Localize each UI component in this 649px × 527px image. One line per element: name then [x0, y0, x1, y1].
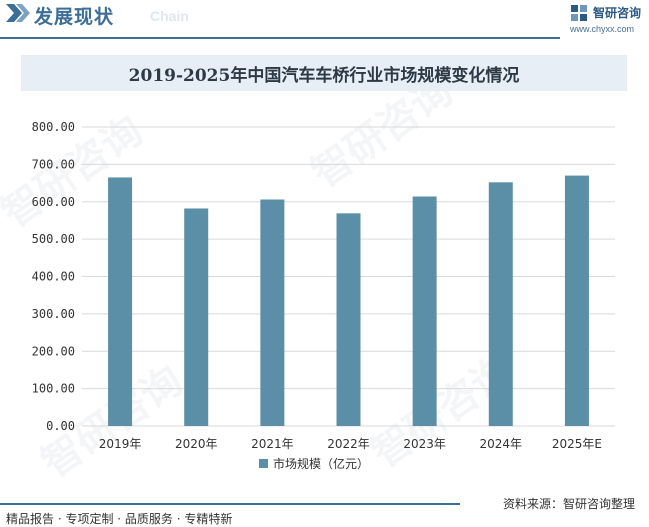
y-tick-label: 200.00 — [32, 344, 75, 358]
legend-label: 市场规模（亿元） — [273, 456, 369, 471]
bar — [184, 208, 209, 426]
y-tick-label: 300.00 — [32, 307, 75, 321]
chart-title-band: 2019-2025年中国汽车车桥行业市场规模变化情况 — [21, 55, 627, 91]
header-divider — [0, 37, 560, 39]
bar — [564, 175, 589, 426]
section-subtitle: Chain — [150, 8, 189, 24]
chart-title: 2019-2025年中国汽车车桥行业市场规模变化情况 — [128, 65, 520, 86]
x-tick-label: 2021年 — [251, 437, 294, 451]
bar — [336, 213, 361, 426]
y-tick-label: 800.00 — [32, 120, 75, 134]
header-bar: 发展现状 Chain 智研咨询 www.chyxx.com — [0, 0, 649, 40]
section-title: 发展现状 — [34, 6, 115, 28]
bar — [260, 199, 285, 426]
brand-name: 智研咨询 — [593, 6, 642, 20]
y-tick-label: 500.00 — [32, 232, 75, 246]
y-tick-label: 600.00 — [32, 195, 75, 209]
x-tick-label: 2022年 — [327, 437, 370, 451]
bar — [108, 177, 133, 426]
x-tick-label: 2024年 — [480, 437, 523, 451]
y-tick-label: 100.00 — [32, 382, 75, 396]
chevron-logo-icon — [6, 4, 30, 22]
y-tick-label: 700.00 — [32, 157, 75, 171]
footer-slogan: 精品报告 · 专项定制 · 品质服务 · 专精特新 — [6, 512, 233, 526]
bar — [488, 182, 513, 426]
y-tick-label: 400.00 — [32, 270, 75, 284]
x-tick-label: 2025年E — [552, 437, 602, 451]
x-tick-label: 2023年 — [403, 437, 446, 451]
x-tick-label: 2019年 — [99, 437, 142, 451]
y-tick-label: 0.00 — [46, 419, 75, 433]
data-source: 资料来源：智研咨询整理 — [503, 497, 636, 511]
bar — [412, 196, 437, 426]
x-tick-label: 2020年 — [175, 437, 218, 451]
legend-swatch — [259, 459, 268, 468]
brand-url[interactable]: www.chyxx.com — [570, 24, 635, 34]
brand-logo-icon — [571, 5, 587, 21]
footer-divider — [0, 503, 460, 505]
